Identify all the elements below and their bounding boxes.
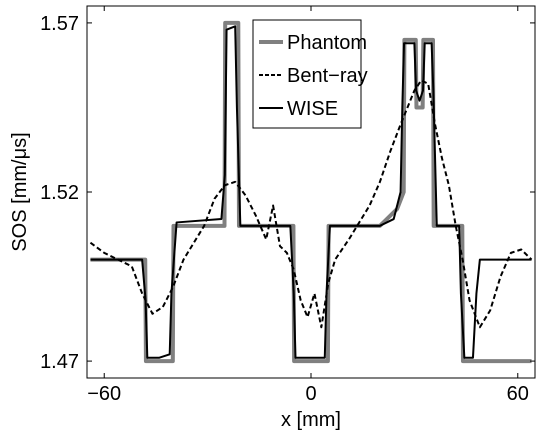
series-line-bent-ray — [89, 79, 533, 329]
legend-label-phantom: Phantom — [287, 32, 367, 54]
y-tick-label: 1.52 — [40, 182, 79, 204]
series-layer — [89, 20, 533, 364]
legend-label-bent-ray: Bent−ray — [287, 65, 368, 87]
x-tick-label: −60 — [87, 383, 121, 405]
legend: Phantom Bent−ray WISE — [252, 19, 368, 129]
legend-label-wise: WISE — [287, 98, 338, 120]
y-axis-label: SOS [mm/μs] — [9, 132, 31, 251]
x-axis-label: x [mm] — [281, 409, 341, 431]
x-tick-label: 0 — [305, 383, 316, 405]
axes-layer: −60 0 60 1.47 1.52 1.57 — [40, 6, 535, 405]
y-tick-label: 1.47 — [40, 351, 79, 373]
y-tick-label: 1.57 — [40, 13, 79, 35]
x-tick-label: 60 — [507, 383, 529, 405]
series-line-wise — [90, 25, 532, 359]
